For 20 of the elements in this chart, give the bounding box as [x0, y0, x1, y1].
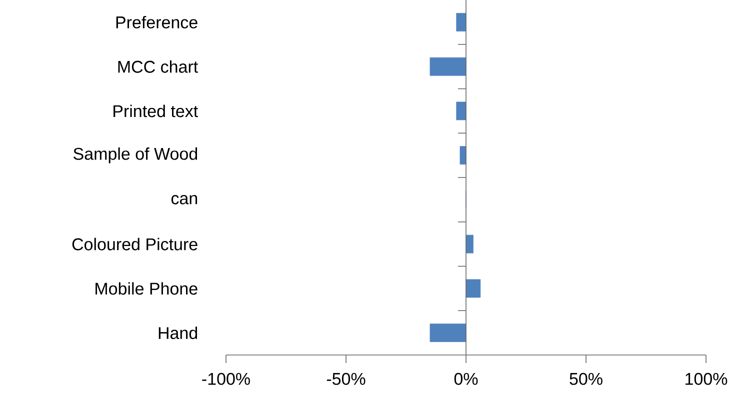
y-tick-label: Printed text	[114, 104, 198, 118]
y-tick-label: Sample of Wood	[74, 147, 198, 164]
bar	[430, 57, 466, 76]
bar	[466, 279, 481, 298]
bar	[430, 324, 466, 342]
y-tick-label: Mobile Phone	[96, 282, 198, 295]
bar	[466, 234, 474, 254]
x-tick-label: 0%	[454, 372, 478, 385]
y-tick-label: MCC chart	[118, 60, 198, 73]
x-tick-label: -50%	[326, 372, 366, 385]
y-tick-label: Preference	[116, 16, 198, 28]
bar	[456, 102, 466, 120]
x-tick-label: 100%	[686, 372, 728, 385]
x-tick-label: -100%	[202, 372, 250, 385]
y-tick-label: Coloured Picture	[72, 238, 198, 250]
x-tick-label: 50%	[570, 372, 602, 385]
y-tick-label: can	[171, 195, 198, 204]
bar	[456, 12, 466, 32]
bar	[460, 146, 466, 165]
y-tick-label: Hand	[158, 326, 198, 340]
